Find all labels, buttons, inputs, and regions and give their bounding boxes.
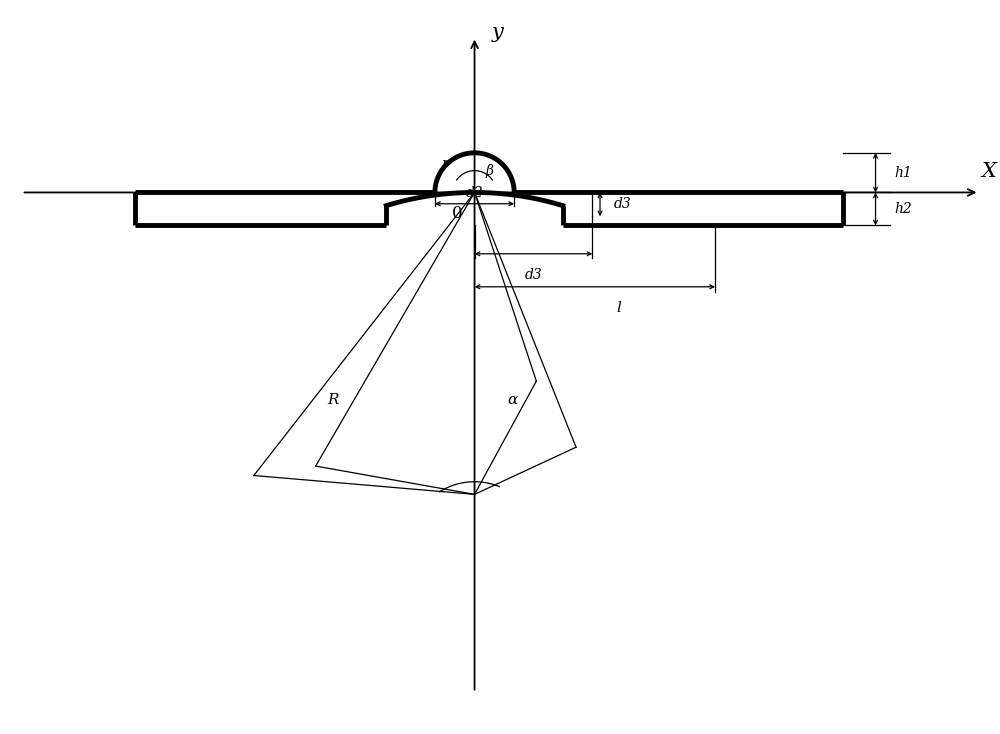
Text: 0: 0: [452, 205, 463, 222]
Text: R: R: [327, 393, 339, 407]
Text: β: β: [486, 164, 494, 178]
Text: l: l: [616, 301, 621, 315]
Text: d3: d3: [614, 197, 632, 211]
Text: h1: h1: [894, 166, 912, 180]
Text: r: r: [441, 157, 448, 171]
Text: h2: h2: [894, 202, 912, 216]
Text: α: α: [508, 393, 518, 407]
Text: y: y: [492, 23, 503, 42]
Text: d2: d2: [466, 186, 483, 200]
Text: d3: d3: [525, 268, 542, 282]
Text: X: X: [981, 162, 996, 181]
